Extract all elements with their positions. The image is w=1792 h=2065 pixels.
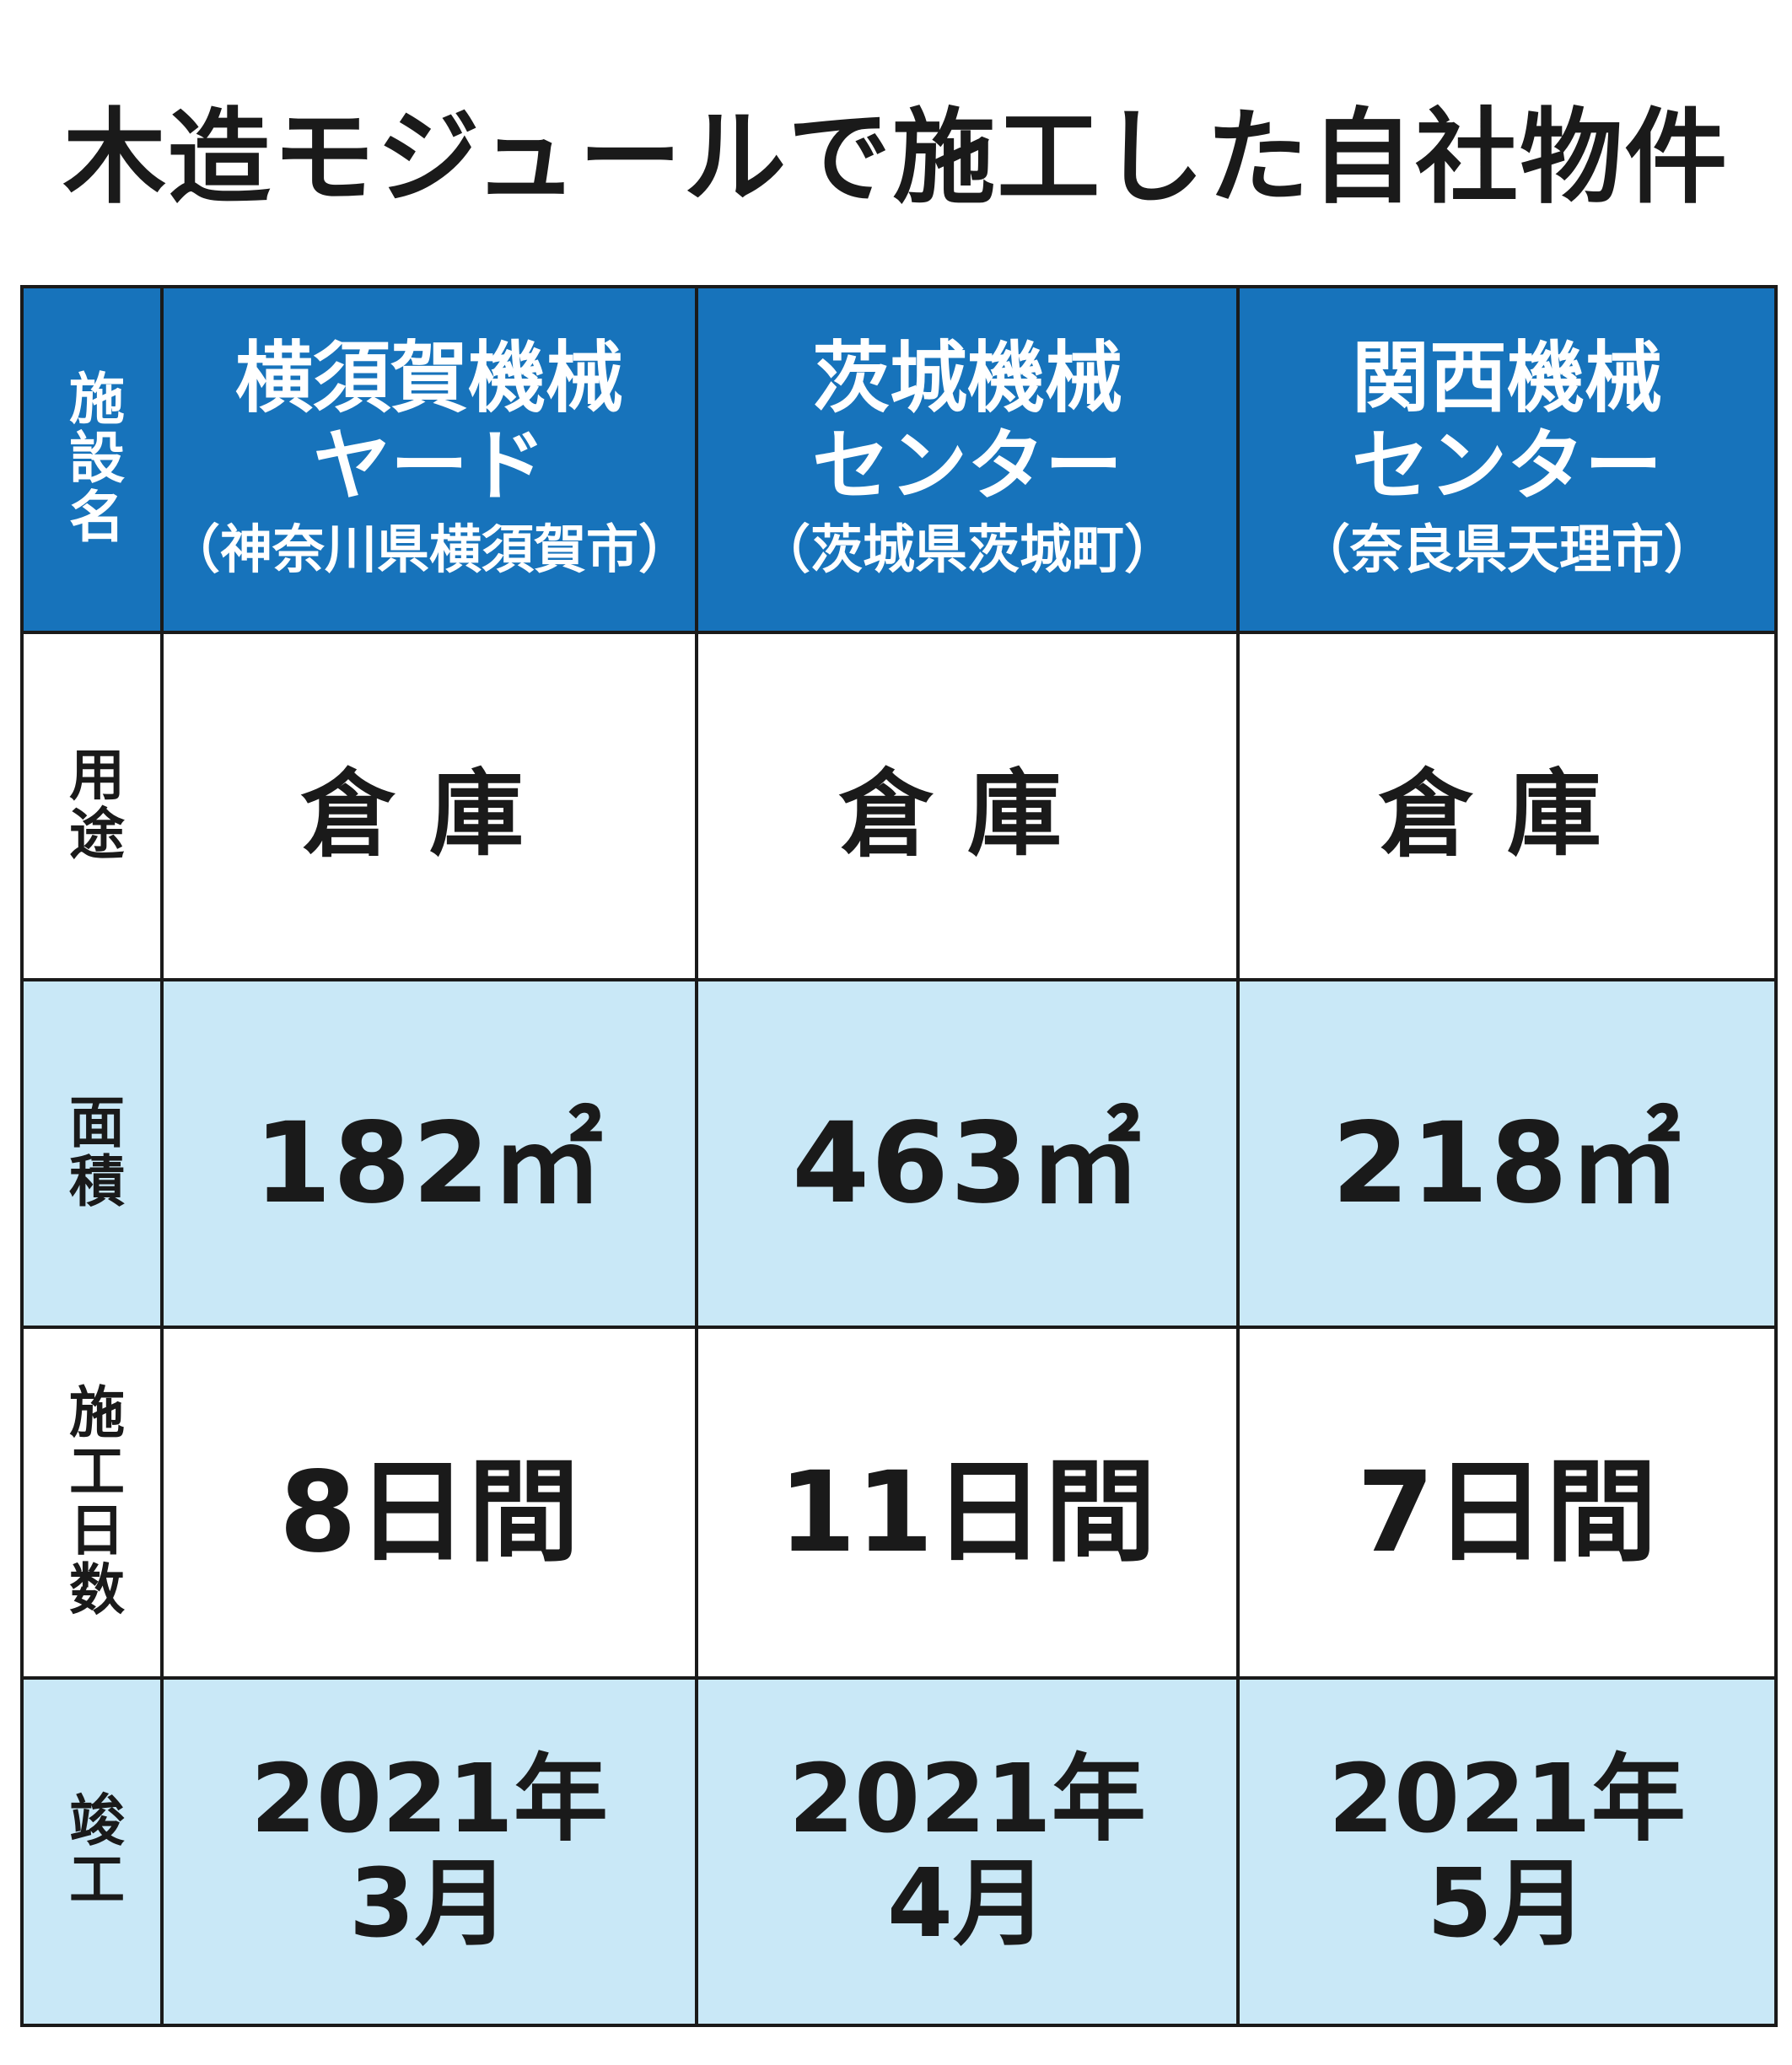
- row-label-completion-text: 竣工: [60, 1791, 125, 1909]
- area-cell: 463㎡: [695, 978, 1240, 1329]
- facility-name-line2: センター: [811, 421, 1122, 511]
- completion-month: 3月: [349, 1849, 509, 1959]
- completion-cell: 2021年 3月: [160, 1676, 698, 2027]
- completion-month: 4月: [887, 1849, 1047, 1959]
- facility-header-ibaraki: 茨城機械 センター （茨城県茨城町）: [695, 285, 1240, 634]
- row-label-area: 面積: [20, 978, 164, 1329]
- row-label-name: 施設名: [20, 285, 164, 634]
- facility-location: （奈良県天理市）: [1297, 519, 1716, 580]
- completion-cell: 2021年 5月: [1236, 1676, 1778, 2027]
- completion-row: 竣工 2021年 3月 2021年 4月 2021年 5月: [20, 1676, 1778, 2027]
- usage-cell: 倉庫: [695, 631, 1240, 981]
- facility-name-line1: 横須賀機械: [234, 333, 623, 423]
- completion-month: 5月: [1427, 1849, 1587, 1959]
- completion-cell: 2021年 4月: [695, 1676, 1240, 2027]
- facility-name-line1: 茨城機械: [811, 333, 1122, 423]
- facility-name-row: 施設名 横須賀機械 ヤード （神奈川県横須賀市） 茨城機械 センター （茨城県茨…: [20, 285, 1778, 634]
- row-label-usage: 用途: [20, 631, 164, 981]
- area-row: 面積 182㎡ 463㎡ 218㎡: [20, 978, 1778, 1329]
- row-label-area-text: 面積: [60, 1093, 125, 1211]
- completion-year: 2021年: [788, 1745, 1146, 1854]
- days-cell: 7日間: [1236, 1326, 1778, 1680]
- days-cell: 8日間: [160, 1326, 698, 1680]
- row-label-usage-text: 用途: [60, 745, 125, 863]
- facility-name-line2: ヤード: [312, 421, 546, 511]
- facility-name-line1: 関西機械: [1351, 333, 1662, 423]
- page-title: 木造モジュールで施工した自社物件: [62, 98, 1730, 218]
- facility-header-kansai: 関西機械 センター （奈良県天理市）: [1236, 285, 1778, 634]
- facility-name-line2: センター: [1351, 421, 1662, 511]
- facility-table: 施設名 横須賀機械 ヤード （神奈川県横須賀市） 茨城機械 センター （茨城県茨…: [20, 285, 1778, 2027]
- area-cell: 218㎡: [1236, 978, 1778, 1329]
- construction-days-row: 施工日数 8日間 11日間 7日間: [20, 1326, 1778, 1680]
- completion-year: 2021年: [250, 1745, 608, 1854]
- days-cell: 11日間: [695, 1326, 1240, 1680]
- usage-cell: 倉庫: [1236, 631, 1778, 981]
- completion-year: 2021年: [1328, 1745, 1686, 1854]
- facility-header-yokosuka: 横須賀機械 ヤード （神奈川県横須賀市）: [160, 285, 698, 634]
- area-cell: 182㎡: [160, 978, 698, 1329]
- facility-location: （茨城県茨城町）: [757, 519, 1176, 580]
- usage-row: 用途 倉庫 倉庫 倉庫: [20, 631, 1778, 981]
- facility-location: （神奈川県横須賀市）: [167, 519, 691, 580]
- row-label-days-text: 施工日数: [60, 1383, 125, 1619]
- usage-cell: 倉庫: [160, 631, 698, 981]
- row-label-completion: 竣工: [20, 1676, 164, 2027]
- row-label-name-text: 施設名: [60, 369, 125, 546]
- row-label-days: 施工日数: [20, 1326, 164, 1680]
